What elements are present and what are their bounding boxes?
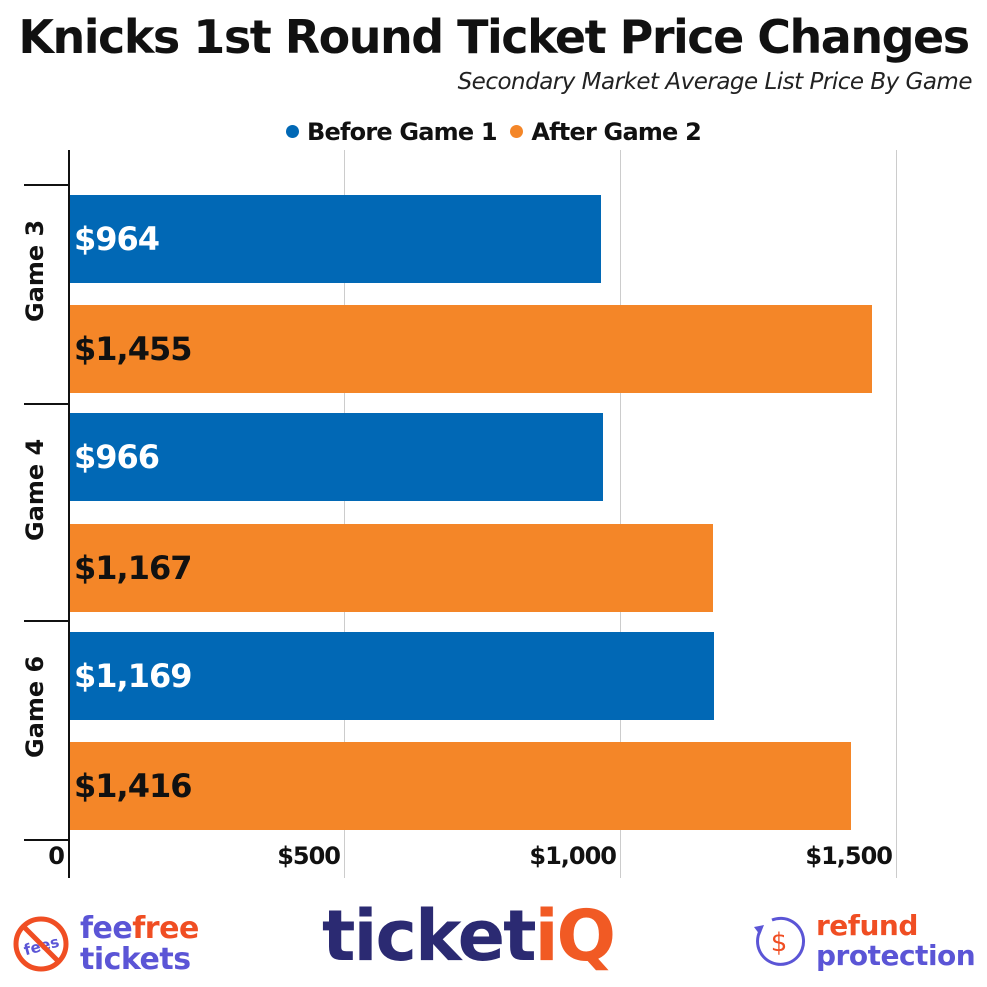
chart-subtitle: Secondary Market Average List Price By G… [457, 69, 973, 95]
legend-dot-icon [510, 125, 524, 138]
legend-label: Before Game 1 [307, 117, 498, 146]
legend-label: After Game 2 [531, 117, 701, 146]
y-axis [68, 150, 70, 878]
free-text: free [132, 911, 199, 946]
category-label-game-4: Game 4 [21, 438, 49, 541]
bar-game-3-after[interactable]: $1,455 [70, 305, 872, 393]
refund-text: refund [816, 909, 918, 942]
y-axis-tick [24, 184, 69, 186]
legend-item-after[interactable]: After Game 2 [510, 117, 702, 146]
y-axis-tick [24, 403, 69, 405]
bar-game-6-after[interactable]: $1,416 [70, 742, 851, 830]
category-label-game-3: Game 3 [21, 219, 49, 322]
footer: fees feefree tickets ticketiQ $ refund p… [0, 895, 987, 987]
chart-title: Knicks 1st Round Ticket Price Changes [18, 10, 970, 64]
bar-game-4-after[interactable]: $1,167 [70, 524, 713, 612]
tickets-text: tickets [80, 942, 191, 977]
bar-value-label: $966 [74, 438, 160, 476]
gridline-500 [344, 150, 345, 878]
no-fees-icon: fees [13, 916, 69, 972]
gridline-1500 [896, 150, 897, 878]
bar-value-label: $1,169 [74, 657, 192, 695]
y-axis-tick [24, 620, 69, 622]
x-tick-label: $1,000 [529, 842, 617, 870]
bar-value-label: $1,167 [74, 549, 192, 587]
fee-text: fee [80, 911, 133, 946]
y-axis-tick [24, 839, 69, 841]
x-tick-label: 0 [48, 842, 65, 870]
svg-text:$: $ [771, 928, 788, 958]
refund-dollar-icon: $ [754, 916, 806, 966]
x-tick-label: $1,500 [805, 842, 893, 870]
category-label-game-6: Game 6 [21, 655, 49, 758]
fee-free-tickets-logo: fees feefree tickets [12, 913, 199, 975]
legend: Before Game 1 After Game 2 [0, 116, 987, 146]
gridline-1000 [620, 150, 621, 878]
bar-game-6-before[interactable]: $1,169 [70, 632, 714, 720]
protection-text: protection [816, 939, 976, 972]
x-tick-label: $500 [277, 842, 341, 870]
legend-dot-icon [286, 125, 300, 138]
bar-value-label: $1,455 [74, 330, 192, 368]
bar-value-label: $1,416 [74, 767, 192, 805]
chart-area: Knicks 1st Round Ticket Price Changes Se… [0, 10, 987, 878]
ticketiq-logo-iq: iQ [534, 895, 617, 977]
legend-item-before[interactable]: Before Game 1 [286, 117, 498, 146]
ticketiq-logo-ticket: ticket [322, 895, 537, 977]
bar-game-4-before[interactable]: $966 [70, 413, 603, 501]
refund-protection-logo: $ refund protection [750, 909, 976, 972]
ticketiq-logo: ticketiQ [322, 895, 617, 977]
bar-value-label: $964 [74, 220, 160, 258]
bar-game-3-before[interactable]: $964 [70, 195, 601, 283]
